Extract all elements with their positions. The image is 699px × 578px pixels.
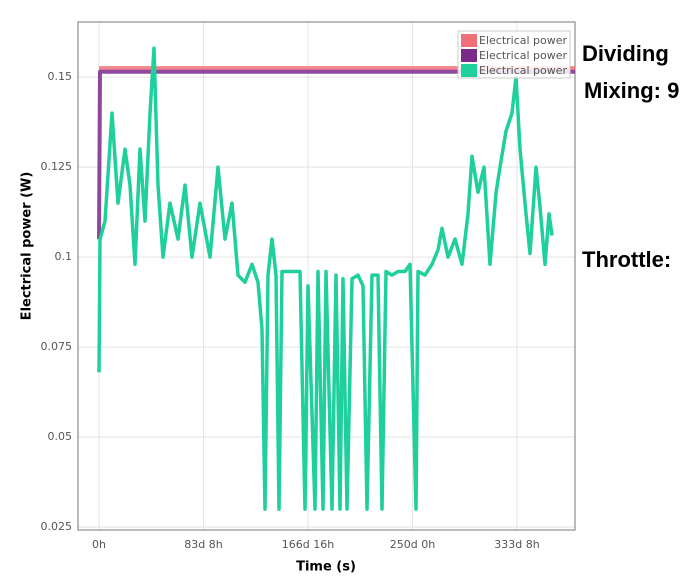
- line-series: [97, 46, 554, 511]
- x-tick-label: 0h: [92, 538, 106, 551]
- y-tick-label: 0.05: [48, 430, 73, 443]
- x-tick-label: 83d 8h: [184, 538, 222, 551]
- annotation: Throttle:: [582, 247, 671, 272]
- y-tick-label: 0.075: [41, 340, 73, 353]
- legend-label: Electrical power: [479, 64, 568, 77]
- legend-swatch: [461, 49, 477, 62]
- annotation: Mixing: 9: [584, 78, 679, 103]
- x-axis-label: Time (s): [296, 560, 356, 575]
- line-series: [97, 69, 575, 240]
- y-tick-label: 0.025: [41, 520, 73, 533]
- legend-swatch: [461, 34, 477, 47]
- legend-label: Electrical power: [479, 49, 568, 62]
- y-axis-label: Electrical power (W): [20, 172, 35, 321]
- y-tick-label: 0.125: [41, 160, 73, 173]
- annotation: Dividing: [582, 41, 669, 66]
- legend-swatch: [461, 64, 477, 77]
- x-tick-label: 166d 16h: [282, 538, 334, 551]
- legend-label: Electrical power: [479, 34, 568, 47]
- x-tick-label: 250d 0h: [390, 538, 435, 551]
- y-tick-label: 0.15: [48, 70, 73, 83]
- x-tick-label: 333d 8h: [494, 538, 539, 551]
- plot-border: [77, 21, 576, 531]
- y-tick-label: 0.1: [55, 250, 73, 263]
